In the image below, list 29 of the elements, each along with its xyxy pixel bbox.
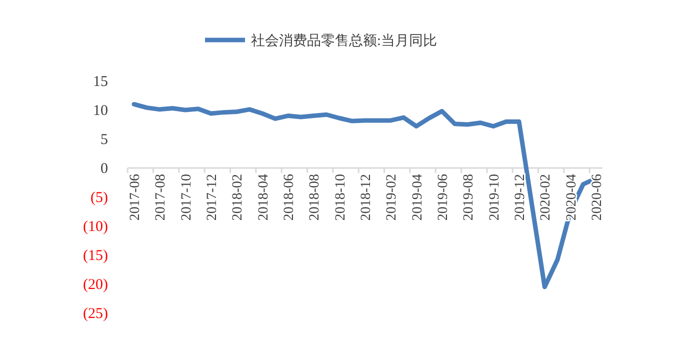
y-tick-label: (5) xyxy=(90,190,108,206)
x-tick-label: 2018-06 xyxy=(282,174,297,221)
y-tick-label: 5 xyxy=(100,132,108,148)
x-tick-label: 2019-02 xyxy=(384,174,400,221)
x-tick-label: 2020-02 xyxy=(538,174,554,221)
y-tick-label: (25) xyxy=(83,306,108,322)
x-tick-label: 2019-08 xyxy=(462,174,477,221)
x-tick-label: 2017-08 xyxy=(154,174,169,221)
x-tick-label: 2019-12 xyxy=(513,174,528,221)
y-tick-label: 15 xyxy=(93,74,108,90)
y-tick-label: (20) xyxy=(83,277,108,293)
y-tick-label: 0 xyxy=(100,161,108,177)
y-tick-label: 10 xyxy=(93,103,108,119)
x-tick-label: 2018-12 xyxy=(359,174,374,221)
x-tick-label: 2018-02 xyxy=(230,174,246,221)
x-tick-label: 2020-04 xyxy=(564,174,580,221)
x-tick-label: 2019-04 xyxy=(410,174,426,221)
x-tick-label: 2018-08 xyxy=(308,174,323,221)
x-tick-label: 2018-10 xyxy=(333,174,348,221)
x-tick-label: 2019-06 xyxy=(436,174,451,221)
x-tick-label: 2017-10 xyxy=(179,174,194,221)
legend-label: 社会消费品零售总额:当月同比 xyxy=(251,33,437,49)
x-tick-label: 2017-12 xyxy=(205,174,220,221)
y-tick-label: (15) xyxy=(83,248,108,264)
x-tick-label: 2018-04 xyxy=(256,174,272,221)
x-tick-label: 2019-10 xyxy=(487,174,502,221)
y-tick-label: (10) xyxy=(83,219,108,235)
x-tick-label: 2017-06 xyxy=(128,174,143,221)
x-tick-label: 2020-06 xyxy=(590,174,605,221)
